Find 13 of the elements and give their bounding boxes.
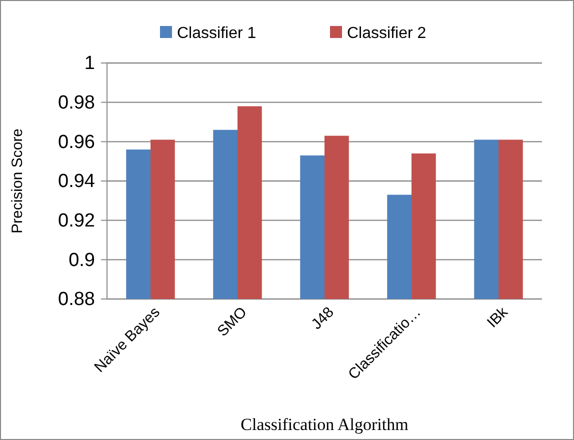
x-axis-title: Classification Algorithm: [240, 415, 408, 434]
x-tick-label: J48: [308, 304, 338, 333]
y-tick-label: 0.9: [68, 250, 95, 271]
legend-label: Classifier 1: [177, 25, 256, 42]
y-tick-label: 0.96: [58, 132, 95, 153]
legend-label: Classifier 2: [347, 25, 426, 42]
y-tick-label: 0.98: [58, 92, 95, 114]
y-tick-label: 0.94: [58, 171, 96, 192]
y-tick-label: 1: [84, 53, 95, 74]
y-tick-label: 0.92: [58, 210, 95, 232]
y-axis-title: Precision Score: [9, 128, 26, 234]
x-tick-label: IBk: [484, 303, 512, 332]
y-tick-label: 0.88: [58, 289, 95, 310]
